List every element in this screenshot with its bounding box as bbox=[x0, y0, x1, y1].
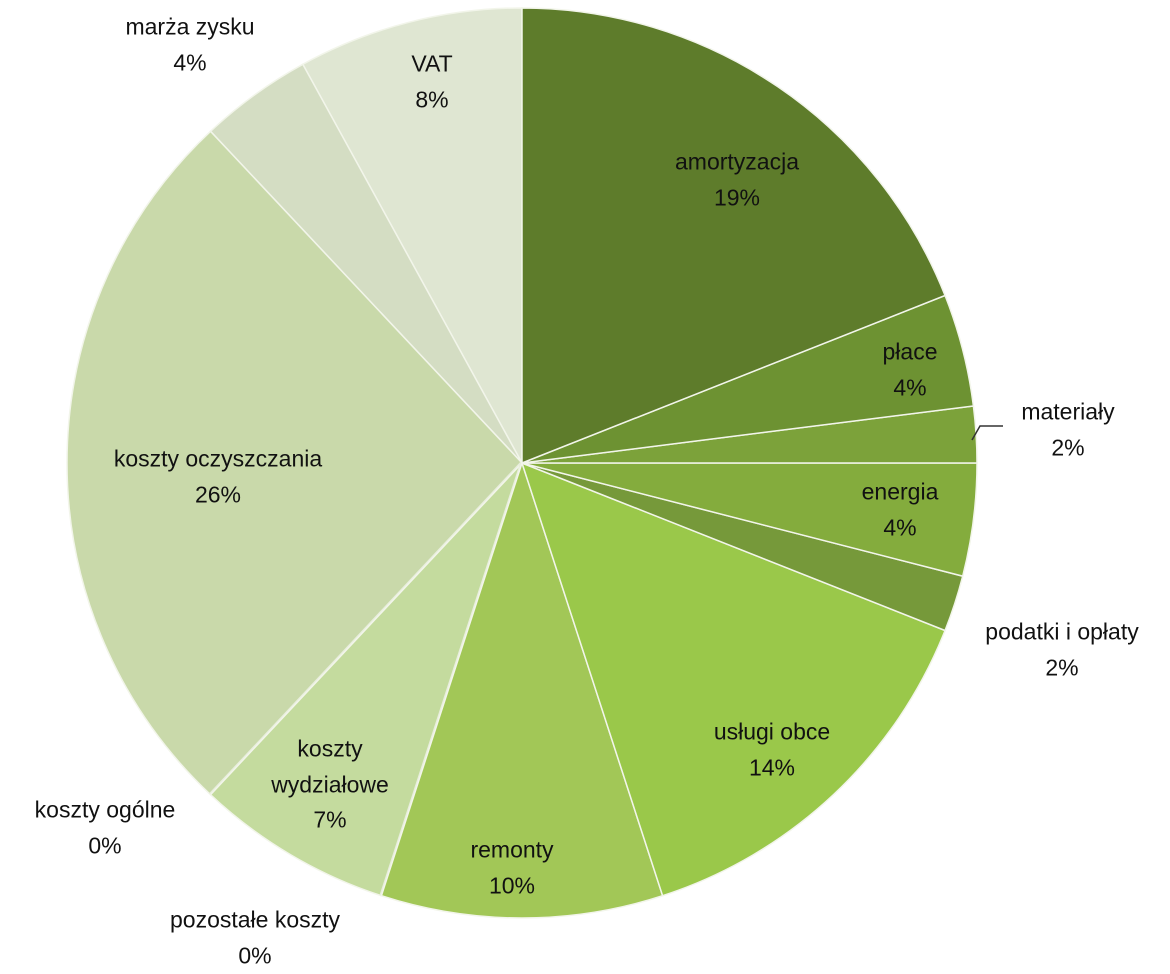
slice-label: amortyzacja 19% bbox=[675, 144, 799, 215]
category-label: VAT bbox=[411, 50, 453, 77]
category-label: płace bbox=[882, 338, 938, 365]
value-label: 4% bbox=[893, 374, 927, 400]
slice-label: podatki i opłaty 2% bbox=[985, 614, 1138, 685]
pie-slice bbox=[301, 7, 523, 464]
value-label: 2% bbox=[1045, 654, 1079, 680]
slice-label: energia 4% bbox=[862, 474, 939, 545]
slice-label: koszty oczyszczania 26% bbox=[114, 441, 322, 512]
slice-label: marża zysku 4% bbox=[125, 9, 254, 80]
slice-label: płace 4% bbox=[883, 334, 938, 405]
slice-label: koszty wydziałowe 7% bbox=[255, 732, 405, 839]
slice-label: remonty 10% bbox=[470, 832, 553, 903]
value-label: 14% bbox=[748, 754, 796, 780]
category-label: usługi obce bbox=[713, 718, 831, 745]
category-label: koszty oczyszczania bbox=[113, 445, 323, 472]
pie-slice bbox=[520, 461, 947, 897]
slice-label: koszty ogólne 0% bbox=[35, 792, 176, 863]
value-label: 8% bbox=[415, 86, 449, 112]
category-label: amortyzacja bbox=[675, 148, 799, 175]
category-label: podatki i opłaty bbox=[985, 618, 1139, 645]
category-label: remonty bbox=[470, 836, 554, 863]
pie-slice bbox=[66, 130, 524, 796]
value-label: 4% bbox=[173, 49, 207, 75]
pie-slice bbox=[209, 462, 523, 897]
value-label: 26% bbox=[194, 481, 242, 507]
slice-label: usługi obce 14% bbox=[714, 714, 830, 785]
value-label: 19% bbox=[713, 184, 761, 210]
value-label: 10% bbox=[488, 872, 536, 898]
value-label: 0% bbox=[238, 942, 272, 968]
category-label: pozostałe koszty bbox=[169, 906, 341, 933]
slice-label: VAT 8% bbox=[411, 46, 452, 117]
value-label: 4% bbox=[883, 514, 917, 540]
category-label: energia bbox=[861, 478, 939, 505]
pie-slice bbox=[380, 460, 664, 919]
leader-line bbox=[971, 425, 1003, 441]
category-label: koszty ogólne bbox=[34, 796, 176, 823]
value-label: 7% bbox=[313, 806, 347, 833]
category-label: materiały bbox=[1021, 398, 1115, 425]
value-label: 0% bbox=[88, 832, 122, 858]
value-label: 2% bbox=[1051, 434, 1085, 460]
slice-label: pozostałe koszty 0% bbox=[170, 902, 340, 973]
category-label: marża zysku bbox=[125, 13, 255, 40]
category-label: koszty wydziałowe bbox=[271, 735, 389, 798]
slice-label: materiały 2% bbox=[1021, 394, 1114, 465]
pie-slice bbox=[521, 7, 947, 465]
